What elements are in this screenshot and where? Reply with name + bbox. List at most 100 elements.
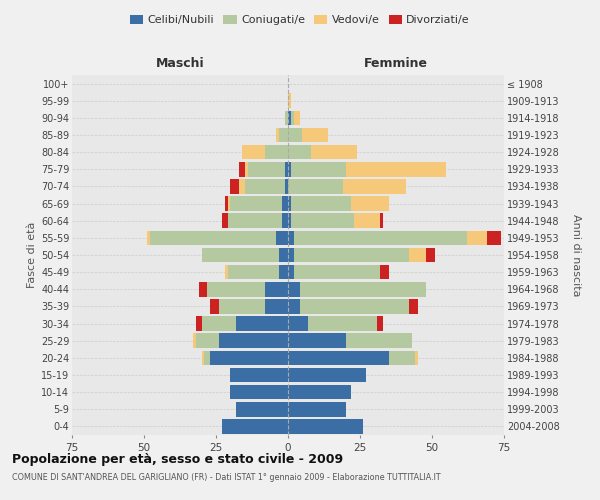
Bar: [265, 145, 288, 160]
Bar: [147, 230, 150, 245]
Bar: [230, 196, 282, 211]
Bar: [288, 316, 308, 331]
Bar: [239, 162, 245, 176]
Bar: [389, 350, 415, 365]
Bar: [230, 368, 288, 382]
Bar: [291, 214, 354, 228]
Bar: [282, 214, 288, 228]
Bar: [236, 402, 288, 416]
Bar: [291, 196, 352, 211]
Bar: [196, 316, 202, 331]
Bar: [288, 368, 366, 382]
Bar: [236, 316, 288, 331]
Legend: Celibi/Nubili, Coniugati/e, Vedovi/e, Divorziati/e: Celibi/Nubili, Coniugati/e, Vedovi/e, Di…: [125, 10, 475, 30]
Bar: [294, 110, 299, 125]
Bar: [196, 334, 219, 348]
Bar: [242, 145, 265, 160]
Bar: [285, 179, 288, 194]
Bar: [302, 128, 328, 142]
Bar: [346, 162, 446, 176]
Bar: [299, 282, 426, 296]
Bar: [288, 179, 343, 194]
Bar: [210, 350, 288, 365]
Bar: [245, 162, 248, 176]
Bar: [288, 334, 346, 348]
Bar: [288, 110, 291, 125]
Bar: [285, 110, 288, 125]
Bar: [150, 230, 277, 245]
Bar: [288, 94, 291, 108]
Bar: [308, 316, 377, 331]
Bar: [380, 265, 389, 280]
Bar: [222, 419, 288, 434]
Bar: [199, 282, 208, 296]
Bar: [224, 265, 227, 280]
Bar: [288, 248, 294, 262]
Bar: [415, 350, 418, 365]
Bar: [409, 299, 418, 314]
Bar: [210, 299, 219, 314]
Bar: [288, 162, 291, 176]
Bar: [202, 248, 280, 262]
Bar: [288, 214, 291, 228]
Bar: [227, 265, 280, 280]
Bar: [230, 385, 288, 400]
Text: Popolazione per età, sesso e stato civile - 2009: Popolazione per età, sesso e stato civil…: [12, 452, 343, 466]
Bar: [467, 230, 487, 245]
Bar: [282, 196, 288, 211]
Bar: [265, 282, 288, 296]
Bar: [280, 265, 288, 280]
Bar: [193, 334, 196, 348]
Bar: [291, 110, 294, 125]
Bar: [288, 385, 352, 400]
Bar: [288, 350, 389, 365]
Bar: [285, 162, 288, 176]
Bar: [288, 230, 294, 245]
Bar: [219, 334, 288, 348]
Bar: [202, 316, 236, 331]
Text: Femmine: Femmine: [364, 57, 428, 70]
Y-axis label: Anni di nascita: Anni di nascita: [571, 214, 581, 296]
Bar: [248, 162, 285, 176]
Bar: [222, 214, 227, 228]
Bar: [487, 230, 501, 245]
Bar: [426, 248, 435, 262]
Bar: [230, 179, 239, 194]
Bar: [288, 419, 363, 434]
Bar: [205, 350, 210, 365]
Bar: [343, 179, 406, 194]
Bar: [291, 162, 346, 176]
Bar: [288, 196, 291, 211]
Bar: [280, 248, 288, 262]
Y-axis label: Fasce di età: Fasce di età: [26, 222, 37, 288]
Bar: [202, 350, 205, 365]
Bar: [227, 196, 230, 211]
Bar: [245, 179, 285, 194]
Bar: [219, 299, 265, 314]
Bar: [377, 316, 383, 331]
Text: Maschi: Maschi: [155, 57, 205, 70]
Bar: [277, 230, 288, 245]
Bar: [288, 299, 299, 314]
Bar: [352, 196, 389, 211]
Bar: [294, 248, 409, 262]
Text: COMUNE DI SANT'ANDREA DEL GARIGLIANO (FR) - Dati ISTAT 1° gennaio 2009 - Elabora: COMUNE DI SANT'ANDREA DEL GARIGLIANO (FR…: [12, 472, 440, 482]
Bar: [239, 179, 245, 194]
Bar: [288, 145, 311, 160]
Bar: [288, 402, 346, 416]
Bar: [288, 128, 302, 142]
Bar: [208, 282, 265, 296]
Bar: [265, 299, 288, 314]
Bar: [277, 128, 280, 142]
Bar: [280, 128, 288, 142]
Bar: [288, 265, 294, 280]
Bar: [311, 145, 357, 160]
Bar: [409, 248, 426, 262]
Bar: [227, 214, 282, 228]
Bar: [380, 214, 383, 228]
Bar: [346, 334, 412, 348]
Bar: [294, 265, 380, 280]
Bar: [299, 299, 409, 314]
Bar: [288, 282, 299, 296]
Bar: [354, 214, 380, 228]
